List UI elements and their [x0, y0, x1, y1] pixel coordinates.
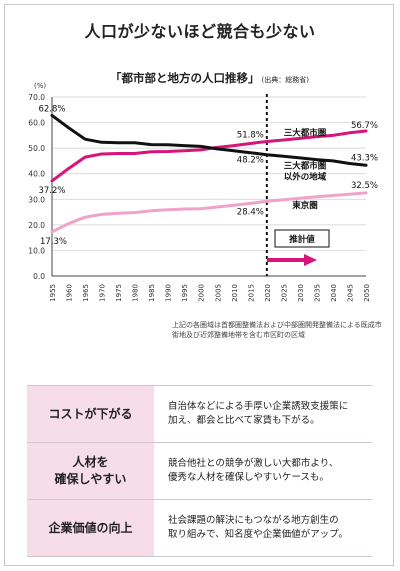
x-tick-label: 2005 [214, 284, 222, 302]
y-tick-label: 50.0 [28, 144, 45, 153]
value-label: 37.2% [38, 186, 65, 196]
benefit-description-line: 社会課題の解決にもつながる地方創生の [168, 515, 339, 526]
y-tick-label: 40.0 [28, 170, 45, 179]
value-label: 62.8% [38, 104, 65, 114]
benefit-label: コストが下がる [27, 385, 154, 443]
chart-title: 「都市部と地方の人口推移」 (出典：総務省) [110, 70, 309, 86]
x-tick-label: 2020 [264, 284, 272, 302]
y-tick-label: 10.0 [28, 246, 45, 255]
projection-label-box [274, 229, 330, 248]
x-tick-label: 2045 [346, 284, 354, 302]
x-tick-label: 2035 [313, 284, 321, 302]
benefit-label-line: 人材を [72, 455, 109, 469]
value-label: 32.5% [351, 181, 378, 191]
series-name-label: 三大都市圏 [284, 128, 327, 139]
x-tick-label: 1975 [115, 284, 123, 302]
x-tick-label: 2050 [363, 284, 371, 302]
page-heading: 人口が少ないほど競合も少ない [84, 22, 316, 41]
x-tick-label: 1995 [181, 284, 189, 302]
x-tick-label: 1985 [148, 284, 156, 302]
x-tick-label: 2025 [280, 284, 288, 302]
benefit-row: 人材を 確保しやすい 競合他社との競争が激しい大都市より、 優秀な人材を確保しやすいケ… [27, 442, 372, 500]
value-label: 28.4% [237, 207, 264, 217]
benefit-description: 社会課題の解決にもつながる地方創生の 取り組みで、知名度や企業価値がアップ。 [154, 499, 372, 557]
chart-source: (出典：総務省) [261, 76, 309, 84]
series-name-label: 三大都市圏 [284, 161, 327, 172]
y-axis-unit: (%) [34, 82, 46, 90]
series-name-label: 以外の地域 [284, 172, 327, 183]
value-label: 17.3% [40, 237, 67, 247]
x-tick-label: 2000 [198, 284, 206, 302]
x-tick-label: 2015 [247, 284, 255, 302]
x-tick-label: 2030 [297, 284, 305, 302]
projection-arrow-head [304, 254, 317, 266]
benefit-row: コストが下がる 自治体などによる手厚い企業誘致支援策に 加え、都会と比べて家賃も下が… [27, 385, 372, 443]
benefit-label: 人材を 確保しやすい [27, 442, 154, 500]
x-tick-label: 1970 [99, 284, 107, 302]
x-tick-label: 1955 [49, 284, 57, 302]
benefit-label-line: コストが下がる [48, 406, 133, 421]
benefit-label-line: 確保しやすい [54, 472, 127, 486]
benefit-label: 企業価値の向上 [27, 499, 154, 557]
projection-label: 推計値 [289, 234, 315, 245]
region-definition-note: 上記の各圏域は首都圏整備法および中部圏開発整備法による既成市街地及び近郊整備地帯… [172, 321, 382, 339]
benefit-description: 自治体などによる手厚い企業誘致支援策に 加え、都会と比べて家賃も下がる。 [154, 385, 372, 443]
x-tick-label: 1980 [132, 284, 140, 302]
x-tick-label: 1960 [66, 284, 74, 302]
value-label: 43.3% [351, 153, 378, 163]
value-label: 56.7% [351, 121, 378, 131]
x-tick-label: 1990 [165, 284, 173, 302]
benefit-description-line: 競合他社との競争が激しい大都市より、 [168, 458, 339, 469]
y-tick-label: 20.0 [28, 221, 45, 230]
y-tick-label: 60.0 [28, 119, 45, 128]
benefit-row: 企業価値の向上 社会課題の解決にもつながる地方創生の 取り組みで、知名度や企業価値が… [27, 499, 372, 557]
benefit-label-line: 企業価値の向上 [48, 520, 133, 535]
benefit-description-line: 加え、都会と比べて家賃も下がる。 [168, 415, 320, 426]
tokyo-line [50, 191, 368, 234]
benefit-description-line: 取り組みで、知名度や企業価値がアップ。 [168, 529, 348, 540]
benefit-description: 競合他社との競争が激しい大都市より、 優秀な人材を確保しやすいケースも。 [154, 442, 372, 500]
value-label: 48.2% [237, 156, 264, 166]
y-tick-label: 30.0 [28, 195, 45, 204]
population-trend-chart: 0.0 10.0 20.0 30.0 40.0 50.0 60.0 70.0 (%) 1955 19… [28, 82, 378, 302]
chart-title-text: 「都市部と地方の人口推移」 [110, 71, 260, 85]
benefits-table: コストが下がる 自治体などによる手厚い企業誘致支援策に 加え、都会と比べて家賃も下が… [27, 385, 372, 557]
x-tick-label: 2010 [231, 284, 239, 302]
series-name-label: 東京圏 [292, 200, 318, 211]
x-tick-label: 2040 [330, 284, 338, 302]
benefit-description-line: 優秀な人材を確保しやすいケースも。 [168, 472, 329, 483]
y-tick-label: 70.0 [28, 93, 45, 102]
y-tick-label: 0.0 [33, 272, 45, 281]
other-region-line [50, 113, 368, 167]
benefit-description-line: 自治体などによる手厚い企業誘致支援策に [168, 401, 349, 412]
value-label: 51.8% [237, 131, 264, 141]
x-tick-label: 1965 [82, 284, 90, 302]
